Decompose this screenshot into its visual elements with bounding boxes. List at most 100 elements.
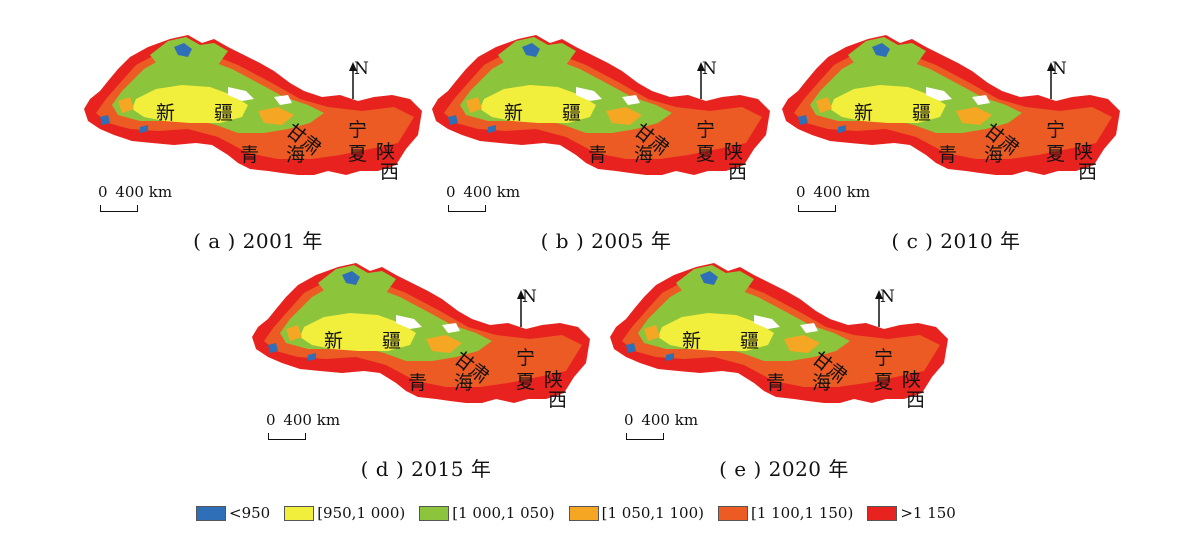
legend-item: >1 150 <box>867 504 956 522</box>
region-map <box>432 35 770 175</box>
panel-caption: ( e ) 2020 年 <box>719 457 849 481</box>
legend-swatch <box>568 505 599 521</box>
map-zone-orange-patch <box>286 325 462 353</box>
map-panel-4: 新 疆 青 海 甘肃 宁 夏 陕 西 N 0 400 km ( d ) 2015… <box>246 253 606 481</box>
scale-bar-line <box>100 205 138 212</box>
region-label-qinghai-2: 海 <box>454 372 474 394</box>
scale-distance: 400 km <box>641 411 699 429</box>
map-zone-yellow <box>480 85 596 123</box>
region-label-qinghai-2: 海 <box>634 144 654 166</box>
map-panel-3: 新 疆 青 海 甘肃 宁 夏 陕 西 N 0 400 km ( c ) 2010… <box>776 25 1136 253</box>
region-label-ningxia-2: 夏 <box>874 371 894 393</box>
map-zone-yellow <box>132 85 248 123</box>
region-label-xinjiang-2: 疆 <box>382 330 402 352</box>
legend-item: <950 <box>196 504 270 522</box>
scale-zero: 0 <box>624 411 634 429</box>
scale-zero: 0 <box>98 183 108 201</box>
panel-caption: ( b ) 2005 年 <box>540 229 672 253</box>
scale-distance: 400 km <box>115 183 173 201</box>
map-zone-yellow <box>658 313 774 351</box>
region-label-shaanxi-1: 陕 <box>544 369 564 391</box>
region-label-qinghai-2: 海 <box>984 144 1004 166</box>
scale-bar: 0 400 km <box>266 411 341 440</box>
scale-bar: 0 400 km <box>98 183 173 212</box>
region-label-xinjiang-1: 新 <box>324 330 344 352</box>
legend-item: [950,1 000) <box>284 504 405 522</box>
north-label: N <box>1052 59 1067 79</box>
north-arrow-icon <box>1047 62 1055 99</box>
north-arrow: N <box>696 59 717 105</box>
scale-bar-line <box>626 433 664 440</box>
map-zone-orange-patch <box>118 97 294 125</box>
region-label-ningxia-1: 宁 <box>1046 119 1066 141</box>
north-label: N <box>702 59 717 79</box>
legend-item: [1 050,1 100) <box>568 504 704 522</box>
scale-distance: 400 km <box>283 411 341 429</box>
region-label-shaanxi-1: 陕 <box>902 369 922 391</box>
map-zone-orange-patch <box>644 325 820 353</box>
region-label-shaanxi-2: 西 <box>548 389 568 411</box>
region-map <box>782 35 1120 175</box>
map-zone-blue <box>100 43 192 133</box>
legend-label: [950,1 000) <box>317 504 406 522</box>
region-label-ningxia-1: 宁 <box>696 119 716 141</box>
legend-label: [1 000,1 050) <box>452 504 555 522</box>
region-map <box>252 263 590 403</box>
map-zone-blue <box>448 43 540 133</box>
north-arrow: N <box>1046 59 1067 105</box>
legend-swatch <box>196 505 226 521</box>
north-label: N <box>522 287 537 307</box>
north-label: N <box>354 59 369 79</box>
region-label-ningxia-2: 夏 <box>696 143 716 165</box>
region-label-ningxia-1: 宁 <box>348 119 368 141</box>
legend-item: [1 100,1 150) <box>717 504 854 522</box>
scale-bar-line <box>268 433 306 440</box>
map-zone-orange-patch <box>466 97 642 125</box>
legend-label: [1 100,1 150) <box>750 504 854 522</box>
scale-distance: 400 km <box>463 183 521 201</box>
map-zone-yellow <box>300 313 416 351</box>
map-zone-orange-patch <box>816 97 992 125</box>
map-panel-5: 新 疆 青 海 甘肃 宁 夏 陕 西 N 0 400 km ( e ) 2020… <box>604 253 964 481</box>
legend: <950 [950,1 000) [1 000,1 050) [1 050,1 100… <box>196 502 970 524</box>
panel-caption: ( d ) 2015 年 <box>360 457 492 481</box>
panel-caption: ( c ) 2010 年 <box>891 229 1021 253</box>
legend-label: <950 <box>229 504 271 522</box>
region-label-xinjiang-2: 疆 <box>740 330 760 352</box>
region-label-qinghai-1: 青 <box>240 144 260 166</box>
north-arrow: N <box>516 287 537 333</box>
region-label-qinghai-1: 青 <box>766 372 786 394</box>
region-label-xinjiang-1: 新 <box>854 102 874 124</box>
map-gap <box>576 87 640 105</box>
region-label-qinghai-1: 青 <box>938 144 958 166</box>
scale-zero: 0 <box>446 183 456 201</box>
region-label-ningxia-1: 宁 <box>516 347 536 369</box>
region-label-xinjiang-1: 新 <box>504 102 524 124</box>
region-label-xinjiang-1: 新 <box>156 102 176 124</box>
region-map <box>84 35 422 175</box>
north-arrow-icon <box>875 290 883 327</box>
north-label: N <box>880 287 895 307</box>
legend-label: >1 150 <box>900 504 956 522</box>
region-label-qinghai-2: 海 <box>286 144 306 166</box>
region-label-ningxia-2: 夏 <box>1046 143 1066 165</box>
region-label-xinjiang-2: 疆 <box>214 102 234 124</box>
region-label-ningxia-2: 夏 <box>516 371 536 393</box>
north-arrow-icon <box>697 62 705 99</box>
region-label-shaanxi-1: 陕 <box>376 141 396 163</box>
map-gap <box>228 87 292 105</box>
region-label-qinghai-1: 青 <box>408 372 428 394</box>
region-label-xinjiang-1: 新 <box>682 330 702 352</box>
region-label-qinghai-1: 青 <box>588 144 608 166</box>
legend-swatch <box>419 505 450 521</box>
scale-distance: 400 km <box>813 183 871 201</box>
region-label-shaanxi-2: 西 <box>906 389 926 411</box>
map-gap <box>754 315 818 333</box>
map-gap <box>396 315 460 333</box>
legend-swatch <box>284 505 315 521</box>
map-zone-blue <box>268 271 360 361</box>
map-panel-2: 新 疆 青 海 甘肃 宁 夏 陕 西 N 0 400 km ( b ) 2005… <box>426 25 786 253</box>
map-zone-blue <box>626 271 718 361</box>
legend-item: [1 000,1 050) <box>419 504 555 522</box>
region-label-ningxia-2: 夏 <box>348 143 368 165</box>
